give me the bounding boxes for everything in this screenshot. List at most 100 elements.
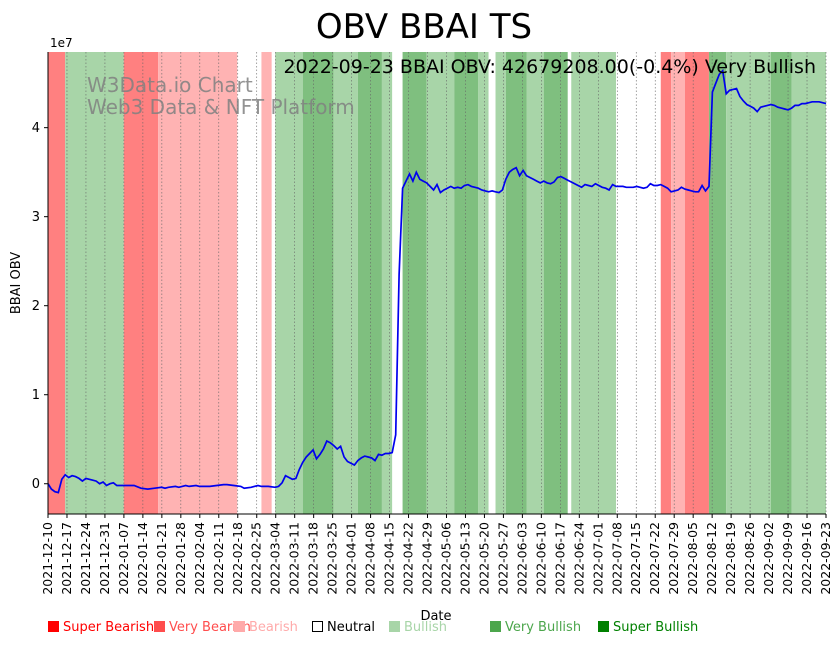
x-axis-label: Date: [420, 609, 451, 624]
region-bullish: [426, 52, 455, 514]
y-tick-label: 1: [32, 388, 40, 403]
region-very-bullish: [708, 52, 727, 514]
x-tick-label: 2022-08-05: [685, 522, 700, 595]
axes: [47, 52, 826, 515]
x-tick-label: 2022-07-15: [628, 522, 643, 595]
region-very-bullish: [454, 52, 479, 514]
x-tick-label: 2022-08-19: [723, 522, 738, 595]
region-bearish: [261, 52, 272, 514]
x-tick-label: 2022-09-02: [761, 522, 776, 595]
region-very-bullish: [543, 52, 568, 514]
x-tick-label: 2021-12-17: [59, 522, 74, 595]
x-tick-label: 2022-09-23: [818, 522, 833, 595]
legend-swatch: [312, 621, 323, 632]
legend: Super Bearish Very Bearish Bearish Neutr…: [48, 620, 828, 640]
sentiment-regions: [48, 52, 826, 514]
region-neutral: [237, 52, 262, 514]
x-tick-label: 2022-08-26: [742, 522, 757, 595]
legend-label: Neutral: [327, 620, 375, 635]
region-bullish: [791, 52, 826, 514]
region-very-bullish: [402, 52, 427, 514]
y-tick-label: 2: [32, 299, 40, 314]
legend-swatch: [234, 621, 245, 632]
legend-item-neutral: Neutral: [312, 620, 375, 635]
x-tick-label: 2022-04-08: [363, 522, 378, 595]
x-tick-label: 2022-04-15: [382, 522, 397, 595]
x-tick-label: 2022-06-03: [514, 522, 529, 595]
x-tick-label: 2022-02-04: [192, 522, 207, 595]
x-tick-label: 2021-12-10: [40, 522, 55, 595]
x-tick-label: 2022-06-17: [552, 522, 567, 595]
legend-label: Super Bearish: [63, 620, 155, 635]
x-tick-label: 2022-09-16: [799, 522, 814, 595]
x-tick-label: 2022-02-11: [211, 522, 226, 595]
x-tick-label: 2022-02-18: [230, 522, 245, 595]
region-bullish: [495, 52, 506, 514]
x-tick-label: 2022-01-28: [173, 522, 188, 595]
x-tick-label: 2022-03-11: [287, 522, 302, 595]
legend-label: Super Bullish: [613, 620, 699, 635]
legend-swatch: [490, 621, 501, 632]
region-bearish: [158, 52, 238, 514]
region-bullish: [275, 52, 303, 514]
x-tick-label: 2022-09-09: [780, 522, 795, 595]
region-bullish: [726, 52, 771, 514]
region-very-bearish: [660, 52, 672, 514]
x-tick-label: 2022-01-07: [116, 522, 131, 595]
x-tick-label: 2022-07-29: [666, 522, 681, 595]
region-bullish: [381, 52, 393, 514]
x-tick-label: 2022-03-25: [325, 522, 340, 595]
legend-item-very-bearish: Very Bearish: [154, 620, 251, 635]
y-tick-label: 0: [32, 477, 40, 492]
x-tick-label: 2022-04-01: [344, 522, 359, 595]
obv-line: [47, 68, 827, 494]
y-axis-label: BBAI OBV: [9, 252, 24, 314]
legend-swatch: [48, 621, 59, 632]
region-very-bearish: [123, 52, 159, 514]
latest-value-annotation: 2022-09-23 BBAI OBV: 42679208.00(-0.4%) …: [283, 56, 816, 78]
legend-item-bullish: Bullish: [389, 620, 447, 635]
x-ticks: 2021-12-10 2021-12-17 2021-12-24 2021-12-31…: [40, 514, 833, 595]
region-very-bullish: [770, 52, 792, 514]
legend-swatch: [598, 621, 609, 632]
x-tick-label: 2022-01-21: [154, 522, 169, 595]
legend-label: Bearish: [249, 620, 298, 635]
region-neutral: [271, 52, 276, 514]
region-bullish: [65, 52, 124, 514]
x-tick-label: 2022-05-06: [438, 522, 453, 595]
legend-item-super-bullish: Super Bullish: [598, 620, 698, 635]
region-bullish: [571, 52, 617, 514]
vertical-gridlines: [47, 52, 827, 514]
x-tick-label: 2022-07-01: [590, 522, 605, 595]
x-tick-label: 2022-03-18: [306, 522, 321, 595]
y-tick-label: 4: [32, 121, 40, 136]
legend-label: Very Bearish: [169, 620, 251, 635]
x-tick-label: 2022-05-20: [476, 522, 491, 595]
region-very-bullish: [505, 52, 527, 514]
region-bullish: [526, 52, 544, 514]
region-very-bearish: [684, 52, 709, 514]
region-neutral: [392, 52, 403, 514]
region-neutral: [616, 52, 661, 514]
y-tick-label: 3: [32, 210, 40, 225]
x-tick-label: 2022-06-10: [533, 522, 548, 595]
region-very-bullish: [357, 52, 382, 514]
x-tick-label: 2022-05-27: [495, 522, 510, 595]
legend-label: Very Bullish: [505, 620, 582, 635]
region-bearish: [671, 52, 685, 514]
y-ticks: 0 1 2 3 4: [32, 121, 48, 492]
legend-swatch: [389, 621, 400, 632]
region-bullish: [333, 52, 358, 514]
x-tick-label: 2022-02-25: [249, 522, 264, 595]
x-tick-label: 2022-08-12: [704, 522, 719, 595]
x-tick-label: 2021-12-24: [78, 522, 93, 595]
x-tick-label: 2022-03-04: [268, 522, 283, 595]
watermark-line-2: Web3 Data & NFT Platform: [87, 95, 355, 119]
region-very-bullish: [302, 52, 334, 514]
x-tick-label: 2022-04-29: [420, 522, 435, 595]
region-bullish: [478, 52, 489, 514]
region-neutral: [567, 52, 572, 514]
legend-swatch: [154, 621, 165, 632]
x-tick-label: 2022-07-22: [647, 522, 662, 595]
region-very-bearish: [48, 52, 66, 514]
